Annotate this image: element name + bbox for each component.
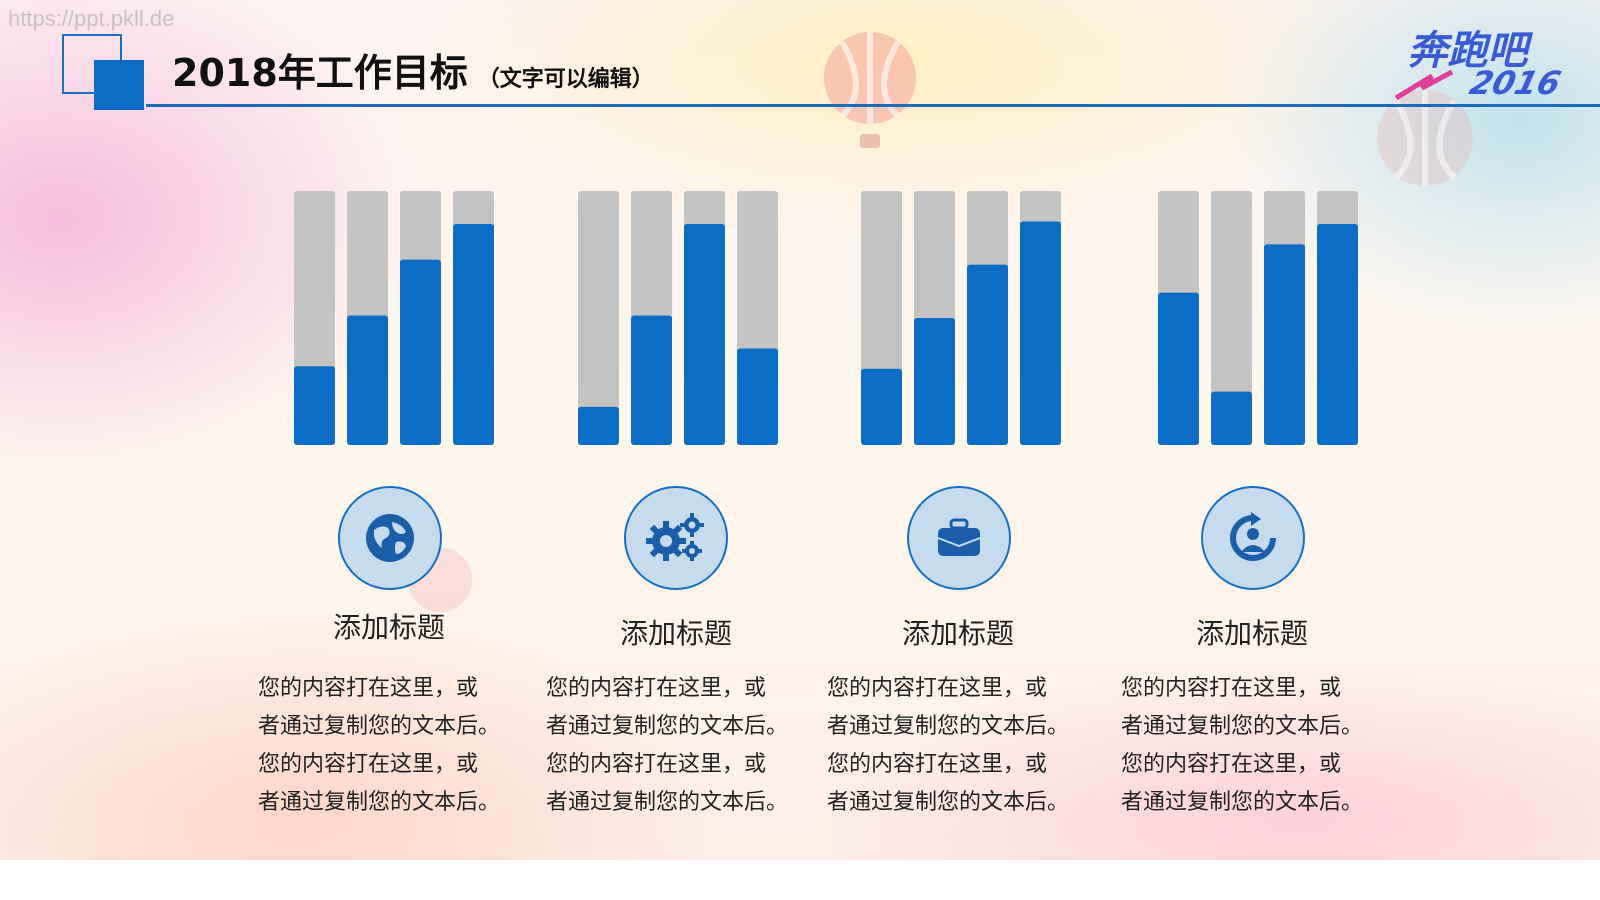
bar-value bbox=[1020, 221, 1061, 445]
balloon-decoration bbox=[824, 32, 916, 148]
item-body-line: 您的内容打在这里，或 bbox=[827, 752, 1048, 777]
globe-icon-badge bbox=[338, 486, 442, 590]
globe-icon bbox=[366, 514, 414, 562]
title-square-fill bbox=[94, 60, 144, 110]
balloon-decoration bbox=[1377, 90, 1473, 186]
item-body-line: 者通过复制您的文本后。 bbox=[546, 714, 789, 739]
item-body-line: 者通过复制您的文本后。 bbox=[1121, 714, 1364, 739]
bar-value bbox=[914, 318, 955, 445]
item-body-line: 您的内容打在这里，或 bbox=[1121, 676, 1342, 701]
item-body-line: 者通过复制您的文本后。 bbox=[546, 790, 789, 815]
bar-value bbox=[578, 406, 619, 445]
item-body-line: 者通过复制您的文本后。 bbox=[827, 790, 1070, 815]
bar-value bbox=[684, 224, 725, 445]
user-refresh-icon-badge bbox=[1201, 486, 1305, 590]
item-body: 您的内容打在这里，或 者通过复制您的文本后。 您的内容打在这里，或 者通过复制您的文本… bbox=[546, 670, 816, 822]
item-body: 您的内容打在这里，或 者通过复制您的文本后。 您的内容打在这里，或 者通过复制您的文本… bbox=[827, 670, 1097, 822]
bar-value bbox=[967, 264, 1008, 445]
title-sub: （文字可以编辑） bbox=[477, 67, 654, 92]
bar-value bbox=[453, 224, 494, 445]
watermark: https://ppt.pkll.de bbox=[8, 6, 175, 31]
item-heading: 添加标题 bbox=[333, 611, 446, 644]
item-body-line: 您的内容打在这里，或 bbox=[546, 752, 767, 777]
item-body: 您的内容打在这里，或 者通过复制您的文本后。 您的内容打在这里，或 者通过复制您的文本… bbox=[258, 670, 528, 822]
item-body-line: 您的内容打在这里，或 bbox=[827, 676, 1048, 701]
bar-track bbox=[1211, 191, 1252, 445]
page-title: 2018年工作目标 （文字可以编辑） bbox=[172, 42, 654, 97]
bar-value bbox=[631, 315, 672, 445]
item-body-line: 者通过复制您的文本后。 bbox=[827, 714, 1070, 739]
item-body-line: 者通过复制您的文本后。 bbox=[258, 790, 501, 815]
item-body-line: 者通过复制您的文本后。 bbox=[1121, 790, 1364, 815]
bar-value bbox=[294, 366, 335, 445]
bar-track bbox=[578, 191, 619, 445]
item-body-line: 您的内容打在这里，或 bbox=[546, 676, 767, 701]
item-body-line: 您的内容打在这里，或 bbox=[1121, 752, 1342, 777]
bar-value bbox=[1158, 292, 1199, 445]
bar-value bbox=[861, 368, 902, 445]
bar-value bbox=[1264, 244, 1305, 445]
logo-text: 奔跑吧 bbox=[1405, 27, 1537, 74]
gears-icon bbox=[646, 513, 704, 561]
gears-icon-badge bbox=[624, 486, 728, 590]
item-body: 您的内容打在这里，或 者通过复制您的文本后。 您的内容打在这里，或 者通过复制您的文本… bbox=[1121, 670, 1391, 822]
bar-value bbox=[737, 348, 778, 445]
title-underline bbox=[146, 104, 1600, 107]
item-heading: 添加标题 bbox=[1196, 617, 1309, 650]
item-body-line: 您的内容打在这里，或 bbox=[258, 676, 479, 701]
bar-value bbox=[1317, 224, 1358, 445]
user-refresh-icon bbox=[1230, 512, 1276, 561]
title-main: 2018年工作目标 bbox=[172, 51, 468, 95]
item-body-line: 者通过复制您的文本后。 bbox=[258, 714, 501, 739]
bar-value bbox=[1211, 391, 1252, 445]
logo-year: 2016 bbox=[1466, 64, 1564, 101]
item-body-line: 您的内容打在这里，或 bbox=[258, 752, 479, 777]
bottom-strip bbox=[0, 860, 1600, 900]
item-heading: 添加标题 bbox=[620, 617, 733, 650]
brand-logo: 奔跑吧 2016 bbox=[1394, 27, 1564, 102]
bar-value bbox=[347, 315, 388, 445]
bar-value bbox=[400, 259, 441, 445]
item-heading: 添加标题 bbox=[902, 617, 1015, 650]
briefcase-icon-badge bbox=[907, 486, 1011, 590]
briefcase-icon bbox=[937, 518, 981, 556]
